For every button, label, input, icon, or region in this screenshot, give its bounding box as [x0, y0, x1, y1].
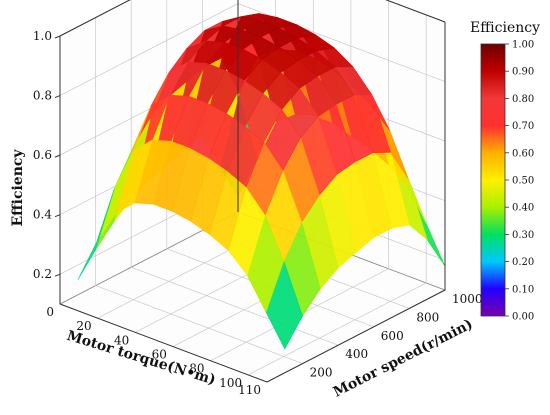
z-tick-label: 0.2 — [33, 267, 52, 281]
colorbar-tick-label: 0.70 — [512, 121, 534, 132]
colorbar-title: Efficiency — [470, 20, 540, 36]
colorbar-bar — [480, 43, 506, 317]
z-tick-label: 1.0 — [33, 29, 52, 43]
axis-box-front — [59, 0, 446, 383]
box-edge-top — [59, 0, 131, 37]
colorbar-tick-label: 0.10 — [512, 284, 534, 295]
colorbar-tick-label: 0.20 — [512, 257, 534, 268]
colorbar-tick-label: 0.80 — [512, 94, 534, 105]
z-axis-label: Efficiency — [10, 149, 26, 227]
surface-patch — [77, 188, 115, 281]
y-tick-label: 600 — [381, 329, 404, 343]
z-tick-mark — [54, 214, 61, 218]
z-tick-label: 0.8 — [33, 89, 52, 103]
colorbar-tick-label: 0.90 — [512, 67, 534, 78]
colorbar-tick-label: 0.40 — [512, 203, 534, 214]
y-tick-label: 200 — [310, 366, 333, 380]
colorbar-tick-label: 1.00 — [512, 40, 534, 51]
box-edge-top — [385, 0, 446, 23]
x-axis-line — [59, 303, 268, 383]
x-tick-label: 20 — [76, 319, 91, 333]
z-tick-mark — [54, 154, 61, 158]
grid-line-y — [131, 266, 339, 346]
colorbar-tick-label: 0.60 — [512, 148, 534, 159]
colorbar-tick-label: 0.00 — [512, 312, 534, 323]
z-tick-label: 0.6 — [33, 148, 52, 162]
x-tick-label: 60 — [152, 348, 167, 362]
z-tick-mark — [54, 95, 61, 99]
grid-line-x — [248, 282, 427, 376]
x-tick-label: 80 — [189, 362, 204, 376]
z-tick-mark — [54, 35, 61, 39]
surface — [77, 13, 446, 350]
y-tick-label: 1000 — [452, 292, 483, 306]
grid-line-y — [95, 285, 303, 364]
y-axis-line — [266, 289, 446, 383]
x-tick-label: 110 — [238, 383, 261, 397]
z-tick-mark — [54, 273, 61, 277]
colorbar-tick-label: 0.50 — [512, 176, 534, 187]
x-tick-label: 0 — [46, 305, 54, 319]
y-tick-label: 400 — [345, 347, 368, 361]
y-tick-label: 800 — [416, 310, 439, 324]
x-tick-label: 40 — [114, 333, 129, 347]
z-tick-label: 0.4 — [33, 208, 52, 222]
grid-line-z — [59, 3, 239, 96]
colorbar-tick-label: 0.30 — [512, 230, 534, 241]
x-tick-label: 100 — [219, 376, 242, 390]
colorbar: Efficiency 0.00 0.10 0.20 0.30 0.40 0.50 0.60 0… — [470, 20, 540, 323]
